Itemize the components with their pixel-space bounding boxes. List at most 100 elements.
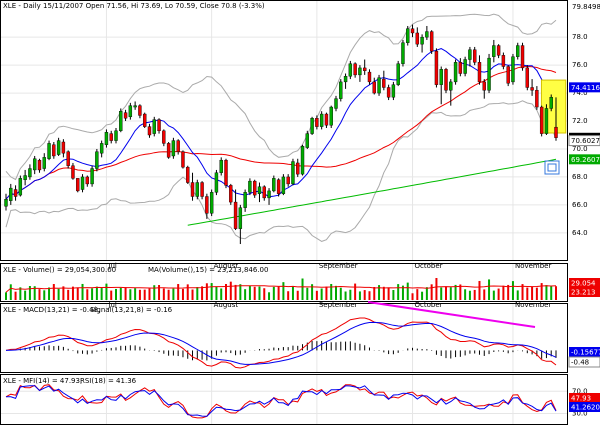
candle-body <box>439 69 443 85</box>
anchor-box-inner <box>547 163 557 172</box>
signal-badge: -0.15677 <box>571 349 600 357</box>
candle-body <box>286 176 290 185</box>
signal-label: Signal(13,21,8) = -0.16 <box>90 306 173 314</box>
candle-body <box>214 172 219 193</box>
candle-body <box>114 130 118 141</box>
candle-body <box>367 71 372 83</box>
candle-body <box>453 62 458 83</box>
candle-body <box>238 207 243 229</box>
axes-labels: 64.0 66.0 68.0 70.0 72.0 74.0 76.0 78.0 79.8498 J… <box>107 3 600 417</box>
price-badge: 74.4116 <box>571 84 600 92</box>
candle-body <box>496 45 501 56</box>
candle-body <box>252 180 257 196</box>
candle-body <box>472 49 477 63</box>
y-tick-label: 78.0 <box>572 33 588 41</box>
mfi-label: XLE - MFI(14) = 47.93, <box>3 377 82 385</box>
candle-body <box>339 81 343 99</box>
y-tick-label: 64.0 <box>572 229 588 237</box>
candle-body <box>353 63 357 76</box>
bollinger-upper <box>5 13 557 181</box>
candle-body <box>243 192 247 208</box>
candle-body <box>104 132 109 145</box>
candle-body <box>162 130 166 144</box>
x-month-label: October <box>415 262 443 270</box>
mfi-line <box>5 384 557 419</box>
candle-body <box>329 106 333 126</box>
candle-body <box>262 186 266 199</box>
candle-body <box>23 175 27 180</box>
candle-body <box>463 59 467 74</box>
candle-body <box>281 176 286 194</box>
volume-ma-badge-bg <box>569 287 600 297</box>
candle-body <box>539 106 544 134</box>
x-month-label: August <box>214 262 239 270</box>
candle-body <box>195 182 200 197</box>
candle-body <box>9 187 13 201</box>
candle-body <box>425 31 429 38</box>
candle-body <box>506 66 510 84</box>
candle-body <box>71 165 75 179</box>
volume-ma-line <box>5 285 557 293</box>
candle-body <box>142 113 147 127</box>
anchor-box <box>544 160 560 175</box>
candle-body <box>444 69 448 91</box>
candle-body <box>362 67 367 71</box>
candle-body <box>382 78 386 88</box>
candle-body <box>492 45 496 57</box>
volume-ma-badge: 23.213 <box>571 289 596 297</box>
candle-body <box>138 105 142 116</box>
candle-body <box>348 63 353 77</box>
signal-badge-bg <box>569 347 600 357</box>
mfi-y-tick: 30.0 <box>572 409 588 417</box>
candle-body <box>549 97 553 109</box>
candle-body <box>190 182 195 197</box>
x-month-label: November <box>515 262 552 270</box>
candle-body <box>267 190 271 199</box>
candle-body <box>152 119 156 134</box>
candle-body <box>310 118 314 134</box>
price-badge: 70.6027 <box>571 137 600 145</box>
candle-body <box>128 105 133 118</box>
candle-body <box>233 201 238 229</box>
volume-ma-label: MA(Volume(),15) = 23,213,846.00 <box>148 266 268 274</box>
price-badge-bg <box>568 135 600 147</box>
candle-body <box>535 90 539 108</box>
candle-body <box>257 186 262 194</box>
macd-badge-bg <box>568 356 600 368</box>
volume-badge: 29.054 <box>571 280 596 288</box>
macd-label: XLE - MACD(13,21) = -0.48, <box>3 306 100 314</box>
candle-body <box>181 151 185 168</box>
macd-chart <box>5 301 557 369</box>
candle-body <box>166 143 171 158</box>
candle-body <box>42 157 46 169</box>
candle-body <box>171 140 176 157</box>
candle-body <box>334 98 338 109</box>
volume-bars <box>5 278 557 300</box>
volume-badge-bg <box>569 278 600 288</box>
candle-body <box>477 62 482 83</box>
candle-body <box>47 143 51 159</box>
x-month-label: September <box>319 301 358 309</box>
candle-body <box>37 159 42 171</box>
candle-body <box>525 67 530 88</box>
mfi-badge: 47.93 <box>571 395 591 403</box>
candle-body <box>224 159 228 186</box>
candle-body <box>276 179 281 194</box>
candle-body <box>401 42 405 64</box>
candle-body <box>319 113 324 127</box>
x-month-label: September <box>319 262 358 270</box>
candle-body <box>32 158 37 171</box>
candle-body <box>66 151 70 166</box>
candle-body <box>386 87 391 98</box>
candle-body <box>406 28 410 43</box>
candle-body <box>52 144 56 157</box>
candle-body <box>420 36 424 45</box>
candle-body <box>511 56 515 83</box>
x-month-label: Jul <box>107 301 117 309</box>
candle-body <box>99 143 104 154</box>
y-tick-label: 74.0 <box>572 89 588 97</box>
x-month-label: November <box>515 301 552 309</box>
candle-body <box>300 145 305 175</box>
candle-body <box>410 28 415 34</box>
